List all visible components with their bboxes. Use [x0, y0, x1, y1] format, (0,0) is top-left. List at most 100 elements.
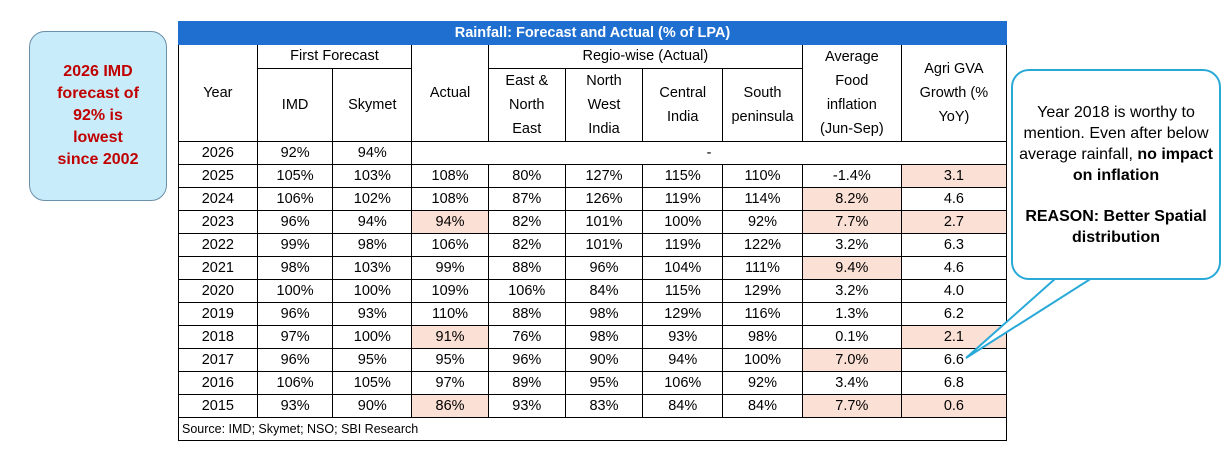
cell-imd: 99% — [256, 233, 334, 257]
cell-east-north-east: 96% — [487, 348, 566, 372]
cell-north-west-india: 98% — [564, 302, 644, 326]
cell-north-west-india: 96% — [564, 256, 644, 280]
cell-skymet: 105% — [332, 371, 413, 395]
cell-imd: 93% — [256, 394, 334, 418]
cell-food-inflation: 7.7% — [801, 394, 902, 418]
right-callout-text: Year 2018 is worthy to mention. Even aft… — [1019, 103, 1209, 163]
cell-central-india: 119% — [642, 233, 724, 257]
cell-east-north-east: 82% — [487, 233, 566, 257]
cell-year: 2026 — [178, 141, 258, 165]
cell-year: 2021 — [178, 256, 258, 280]
cell-skymet: 98% — [332, 233, 413, 257]
cell-central-india: 93% — [642, 325, 724, 349]
cell-agri-gva: 3.1 — [900, 164, 1008, 188]
cell-skymet: 90% — [332, 394, 413, 418]
header-first-forecast: First Forecast — [256, 44, 413, 69]
cell-food-inflation: 3.2% — [801, 233, 902, 257]
cell-year: 2015 — [178, 394, 258, 418]
table-row: 2023 96% 94% 94% 82% 101% 100% 92% 7.7% … — [178, 210, 1008, 234]
cell-agri-gva: 0.6 — [900, 394, 1008, 418]
table-row: 2025 105% 103% 108% 80% 127% 115% 110% -… — [178, 164, 1008, 188]
cell-north-west-india: 90% — [564, 348, 644, 372]
cell-imd: 96% — [256, 302, 334, 326]
header-agri-gva: Agri GVA Growth (% YoY) — [900, 44, 1008, 142]
cell-imd: 92% — [256, 141, 334, 165]
cell-imd: 105% — [256, 164, 334, 188]
cell-skymet: 103% — [332, 256, 413, 280]
cell-year: 2017 — [178, 348, 258, 372]
cell-south-peninsula: 122% — [722, 233, 803, 257]
cell-east-north-east: 89% — [487, 371, 566, 395]
table-row-2026: 2026 92% 94% - — [178, 141, 1007, 165]
cell-actual: 108% — [411, 164, 489, 188]
cell-agri-gva: 6.3 — [900, 233, 1008, 257]
cell-food-inflation: 7.7% — [801, 210, 902, 234]
cell-north-west-india: 98% — [564, 325, 644, 349]
cell-actual: 97% — [411, 371, 489, 395]
cell-agri-gva: 4.6 — [900, 256, 1008, 280]
cell-food-inflation: 0.1% — [801, 325, 902, 349]
cell-imd: 97% — [256, 325, 334, 349]
cell-central-india: 115% — [642, 164, 724, 188]
cell-south-peninsula: 100% — [722, 348, 803, 372]
cell-central-india: 84% — [642, 394, 724, 418]
cell-south-peninsula: 111% — [722, 256, 803, 280]
table-row: 2018 97% 100% 91% 76% 98% 93% 98% 0.1% 2… — [178, 325, 1008, 349]
table-row: 2016 106% 105% 97% 89% 95% 106% 92% 3.4%… — [178, 371, 1008, 395]
cell-central-india: 119% — [642, 187, 724, 211]
cell-food-inflation: 7.0% — [801, 348, 902, 372]
cell-actual: 95% — [411, 348, 489, 372]
cell-east-north-east: 93% — [487, 394, 566, 418]
left-callout-note: 2026 IMD forecast of 92% is lowest since… — [29, 31, 167, 201]
cell-north-west-india: 101% — [564, 233, 644, 257]
cell-year: 2016 — [178, 371, 258, 395]
cell-agri-gva: 4.0 — [900, 279, 1008, 303]
cell-year: 2025 — [178, 164, 258, 188]
cell-food-inflation: 3.2% — [801, 279, 902, 303]
table-row: 2017 96% 95% 95% 96% 90% 94% 100% 7.0% 6… — [178, 348, 1008, 372]
table-row: 2020 100% 100% 109% 106% 84% 115% 129% 3… — [178, 279, 1008, 303]
header-north-west-india: North West India — [564, 68, 644, 142]
cell-actual: 110% — [411, 302, 489, 326]
cell-agri-gva: 2.7 — [900, 210, 1008, 234]
cell-south-peninsula: 92% — [722, 210, 803, 234]
cell-food-inflation: -1.4% — [801, 164, 902, 188]
cell-south-peninsula: 116% — [722, 302, 803, 326]
cell-food-inflation: 3.4% — [801, 371, 902, 395]
table-source: Source: IMD; Skymet; NSO; SBI Research — [178, 417, 1007, 441]
right-callout-bold: no impact on inflation — [1072, 145, 1213, 184]
cell-central-india: 94% — [642, 348, 724, 372]
header-actual: Actual — [411, 44, 489, 142]
table-row: 2019 96% 93% 110% 88% 98% 129% 116% 1.3%… — [178, 302, 1008, 326]
cell-north-west-india: 126% — [564, 187, 644, 211]
cell-agri-gva: 2.1 — [900, 325, 1008, 349]
cell-east-north-east: 87% — [487, 187, 566, 211]
cell-north-west-india: 83% — [564, 394, 644, 418]
left-callout-text: 2026 IMD forecast of 92% is lowest since… — [57, 63, 139, 168]
cell-imd: 98% — [256, 256, 334, 280]
cell-skymet: 100% — [332, 325, 413, 349]
table-row: 2021 98% 103% 99% 88% 96% 104% 111% 9.4%… — [178, 256, 1008, 280]
header-food-inflation: Average Food inflation (Jun-Sep) — [801, 44, 902, 142]
cell-year: 2024 — [178, 187, 258, 211]
cell-actual: 94% — [411, 210, 489, 234]
cell-imd: 106% — [256, 187, 334, 211]
cell-skymet: 100% — [332, 279, 413, 303]
cell-year: 2020 — [178, 279, 258, 303]
cell-south-peninsula: 114% — [722, 187, 803, 211]
cell-central-india: 129% — [642, 302, 724, 326]
cell-actual: 108% — [411, 187, 489, 211]
cell-central-india: 104% — [642, 256, 724, 280]
cell-east-north-east: 80% — [487, 164, 566, 188]
cell-central-india: 106% — [642, 371, 724, 395]
cell-food-inflation: 9.4% — [801, 256, 902, 280]
cell-year: 2022 — [178, 233, 258, 257]
cell-east-north-east: 88% — [487, 302, 566, 326]
right-callout-line1: Year 2018 is worthy to mention. Even aft… — [1013, 102, 1219, 186]
header-regio-wise: Regio-wise (Actual) — [487, 44, 803, 69]
cell-south-peninsula: 98% — [722, 325, 803, 349]
header-south-peninsula: South peninsula — [722, 68, 803, 142]
cell-east-north-east: 76% — [487, 325, 566, 349]
header-imd: IMD — [256, 68, 334, 142]
cell-imd: 106% — [256, 371, 334, 395]
